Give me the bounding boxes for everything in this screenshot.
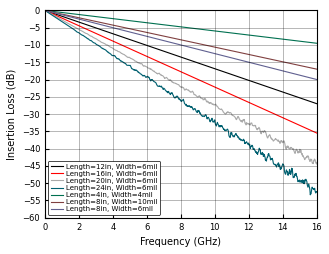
Length=4in, Width=4mil bbox=[315, 42, 319, 45]
Length=16in, Width=6mil bbox=[60, 17, 63, 20]
Line: Length=8in, Width=6mil: Length=8in, Width=6mil bbox=[45, 10, 317, 80]
Length=8in, Width=6mil bbox=[60, 13, 63, 16]
Length=24in, Width=6mil bbox=[60, 20, 63, 23]
Length=8in, Width=10mil bbox=[315, 68, 319, 71]
Length=24in, Width=6mil bbox=[208, 120, 212, 123]
Length=4in, Width=4mil bbox=[249, 34, 253, 37]
Length=20in, Width=6mil bbox=[277, 140, 281, 143]
Length=8in, Width=6mil bbox=[249, 61, 253, 64]
Length=16in, Width=6mil bbox=[249, 102, 253, 105]
Length=24in, Width=6mil bbox=[315, 190, 319, 193]
Length=24in, Width=6mil bbox=[249, 145, 253, 148]
Length=20in, Width=6mil bbox=[43, 9, 47, 12]
Length=16in, Width=6mil bbox=[201, 80, 205, 83]
Length=8in, Width=6mil bbox=[201, 49, 205, 52]
Line: Length=16in, Width=6mil: Length=16in, Width=6mil bbox=[45, 10, 317, 133]
Line: Length=8in, Width=10mil: Length=8in, Width=10mil bbox=[45, 10, 317, 69]
Length=8in, Width=6mil bbox=[208, 51, 212, 54]
Length=24in, Width=6mil bbox=[216, 123, 220, 126]
Length=8in, Width=10mil bbox=[60, 12, 63, 15]
Length=12in, Width=6mil bbox=[315, 102, 319, 105]
Length=12in, Width=6mil bbox=[249, 80, 253, 83]
Length=16in, Width=6mil bbox=[208, 83, 212, 86]
Length=4in, Width=4mil bbox=[43, 9, 47, 12]
Length=24in, Width=6mil bbox=[43, 9, 47, 12]
Length=20in, Width=6mil bbox=[249, 121, 253, 124]
Length=24in, Width=6mil bbox=[308, 193, 312, 196]
Length=12in, Width=6mil bbox=[201, 63, 205, 66]
Length=12in, Width=6mil bbox=[208, 66, 212, 69]
Length=4in, Width=4mil bbox=[216, 30, 220, 33]
Length=12in, Width=6mil bbox=[216, 68, 220, 71]
Length=4in, Width=4mil bbox=[201, 28, 205, 31]
Length=8in, Width=10mil bbox=[216, 46, 220, 49]
Length=16in, Width=6mil bbox=[43, 9, 47, 12]
Line: Length=24in, Width=6mil: Length=24in, Width=6mil bbox=[45, 10, 317, 195]
Length=8in, Width=6mil bbox=[43, 9, 47, 12]
Length=12in, Width=6mil bbox=[277, 89, 281, 92]
Length=12in, Width=6mil bbox=[43, 9, 47, 12]
Length=8in, Width=10mil bbox=[201, 43, 205, 46]
Length=4in, Width=4mil bbox=[208, 29, 212, 32]
Length=16in, Width=6mil bbox=[216, 87, 220, 90]
Length=20in, Width=6mil bbox=[315, 163, 319, 166]
Length=20in, Width=6mil bbox=[201, 97, 205, 100]
Length=8in, Width=6mil bbox=[216, 53, 220, 56]
Length=20in, Width=6mil bbox=[216, 106, 220, 109]
Line: Length=12in, Width=6mil: Length=12in, Width=6mil bbox=[45, 10, 317, 104]
Length=16in, Width=6mil bbox=[315, 132, 319, 135]
Length=8in, Width=10mil bbox=[249, 53, 253, 56]
Length=20in, Width=6mil bbox=[208, 102, 212, 105]
Length=20in, Width=6mil bbox=[60, 18, 63, 21]
Length=8in, Width=10mil bbox=[43, 9, 47, 12]
Length=8in, Width=6mil bbox=[277, 68, 281, 71]
Length=16in, Width=6mil bbox=[277, 115, 281, 118]
Length=24in, Width=6mil bbox=[201, 115, 205, 118]
Line: Length=20in, Width=6mil: Length=20in, Width=6mil bbox=[45, 10, 317, 164]
Y-axis label: Insertion Loss (dB): Insertion Loss (dB) bbox=[7, 68, 17, 160]
Length=24in, Width=6mil bbox=[277, 165, 281, 168]
Length=8in, Width=10mil bbox=[208, 44, 212, 47]
Length=4in, Width=4mil bbox=[60, 11, 63, 14]
Legend: Length=12in, Width=6mil, Length=16in, Width=6mil, Length=20in, Width=6mil, Lengt: Length=12in, Width=6mil, Length=16in, Wi… bbox=[48, 161, 160, 215]
X-axis label: Frequency (GHz): Frequency (GHz) bbox=[140, 237, 221, 247]
Length=4in, Width=4mil bbox=[277, 37, 281, 40]
Line: Length=4in, Width=4mil: Length=4in, Width=4mil bbox=[45, 10, 317, 43]
Length=12in, Width=6mil bbox=[60, 15, 63, 18]
Length=8in, Width=6mil bbox=[315, 78, 319, 81]
Length=8in, Width=10mil bbox=[277, 59, 281, 62]
